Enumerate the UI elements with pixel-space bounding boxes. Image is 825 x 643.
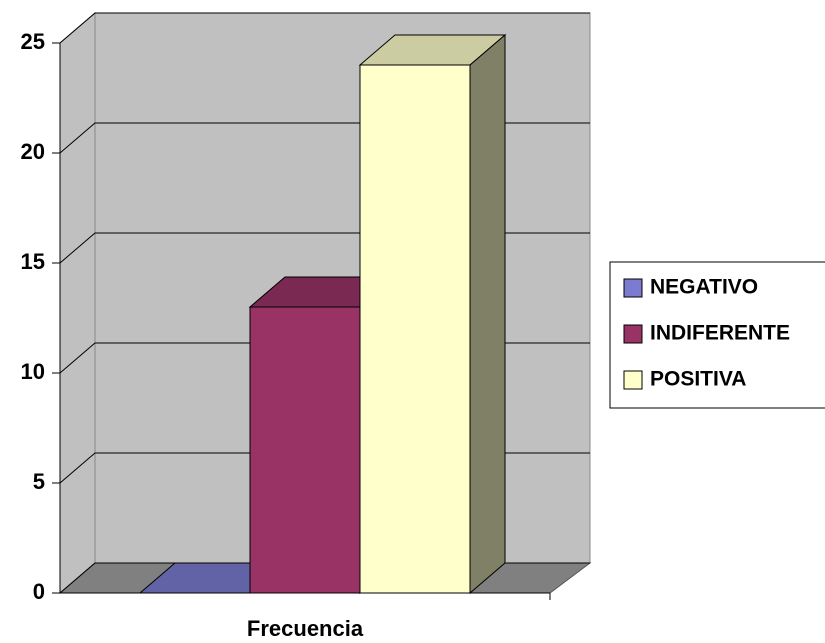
legend-label: NEGATIVO bbox=[650, 276, 758, 299]
legend-key bbox=[623, 324, 643, 344]
legend-label: INDIFERENTE bbox=[650, 322, 790, 345]
legend-key bbox=[623, 370, 643, 390]
y-tick-label: 0 bbox=[33, 579, 45, 604]
bar bbox=[359, 64, 471, 594]
legend-label: POSITIVA bbox=[650, 368, 746, 391]
y-tick-label: 10 bbox=[21, 359, 45, 384]
y-tick-label: 20 bbox=[21, 139, 45, 164]
legend bbox=[609, 261, 825, 409]
bar bbox=[249, 306, 361, 594]
y-tick-label: 25 bbox=[21, 29, 45, 54]
y-tick-label: 15 bbox=[21, 249, 45, 274]
side-wall bbox=[59, 11, 96, 595]
y-tick-label: 5 bbox=[33, 469, 45, 494]
bar-side bbox=[469, 33, 506, 595]
x-tick-label: Frecuencia bbox=[247, 616, 364, 641]
grid-line bbox=[59, 12, 590, 44]
legend-key bbox=[623, 278, 643, 298]
